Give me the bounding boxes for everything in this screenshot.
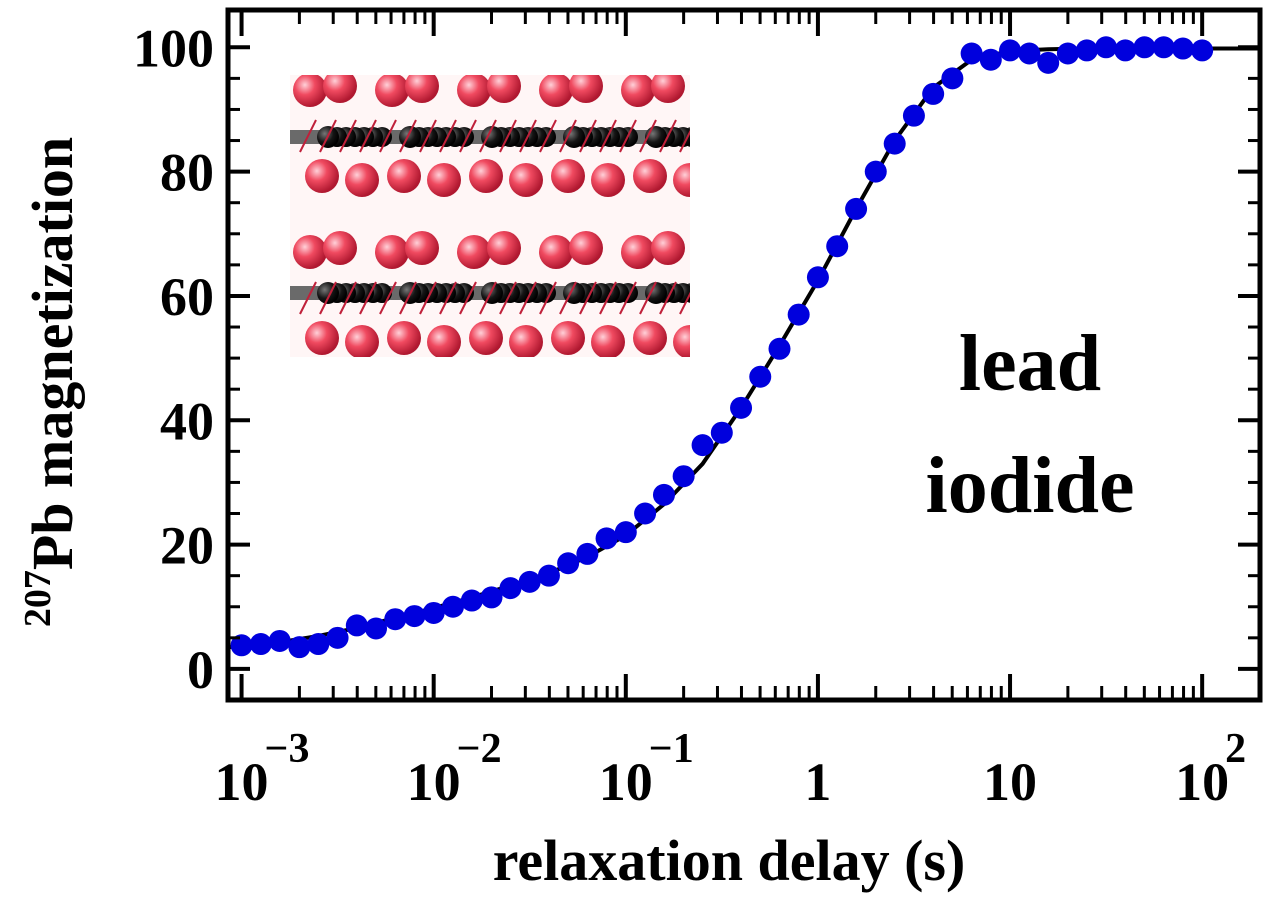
data-point (806, 266, 829, 289)
data-point (595, 527, 618, 550)
crystal-structure-inset (290, 75, 690, 357)
axis-ticks-layer (228, 10, 1262, 700)
data-point (710, 421, 733, 444)
data-point (557, 552, 580, 575)
data-point (422, 601, 445, 624)
x-tick-label: 10 (1175, 752, 1229, 812)
data-point (902, 104, 925, 127)
data-point (345, 614, 368, 637)
data-point (691, 434, 714, 457)
x-tick-label: 10 (599, 752, 653, 812)
data-point (787, 303, 810, 326)
data-point (1191, 39, 1214, 62)
data-point (979, 48, 1002, 71)
y-tick-label: 20 (160, 516, 214, 576)
x-tick-exponent: −3 (265, 726, 310, 772)
data-point (460, 589, 483, 612)
data-point (883, 132, 906, 155)
data-point (403, 605, 426, 628)
data-point (518, 570, 541, 593)
data-point (730, 396, 753, 419)
y-tick-label: 0 (187, 640, 214, 700)
y-axis-title-main: Pb magnetization (20, 137, 85, 570)
data-point (249, 633, 272, 656)
y-tick-label: 40 (160, 391, 214, 451)
data-point (941, 67, 964, 90)
data-point (1056, 42, 1079, 65)
data-point (480, 586, 503, 609)
data-point (845, 197, 868, 220)
x-tick-label: 1 (804, 752, 831, 812)
data-points-layer (230, 36, 1214, 659)
data-point (441, 595, 464, 618)
y-tick-label: 80 (160, 143, 214, 203)
data-point (576, 542, 599, 565)
x-tick-label: 10 (407, 752, 461, 812)
data-point (326, 626, 349, 649)
data-point (1037, 51, 1060, 74)
data-point (634, 502, 657, 525)
data-point (768, 337, 791, 360)
annotation-line-1: lead (959, 320, 1101, 408)
data-point (268, 629, 291, 652)
data-point (499, 577, 522, 600)
data-point (1152, 36, 1175, 59)
data-point (288, 636, 311, 659)
data-point (1133, 36, 1156, 59)
y-tick-label: 60 (160, 267, 214, 327)
data-point (230, 634, 253, 657)
plot-frame (225, 7, 1263, 703)
data-point (922, 82, 945, 105)
annotation-line-2: iodide (926, 442, 1135, 530)
x-axis-title: relaxation delay (s) (493, 828, 966, 893)
data-point (384, 608, 407, 631)
data-point (749, 365, 772, 388)
data-point (960, 42, 983, 65)
y-tick-label: 100 (133, 18, 214, 78)
data-point (365, 617, 388, 640)
data-point (1095, 36, 1118, 59)
x-tick-exponent: 2 (1225, 726, 1246, 772)
data-point (614, 521, 637, 544)
data-point (826, 235, 849, 258)
data-point (999, 39, 1022, 62)
data-point (1018, 42, 1041, 65)
y-axis-title: 207Pb magnetization (17, 137, 85, 627)
data-point (1114, 39, 1137, 62)
x-tick-exponent: −2 (457, 726, 502, 772)
data-point (1171, 37, 1194, 60)
x-tick-label: 10 (215, 752, 269, 812)
data-point (672, 465, 695, 488)
x-tick-label: 10 (983, 752, 1037, 812)
plot-border (225, 7, 1263, 703)
data-point (864, 160, 887, 183)
x-tick-exponent: −1 (649, 726, 694, 772)
data-point (537, 564, 560, 587)
data-point (307, 633, 330, 656)
y-axis-title-superscript: 207 (17, 570, 59, 627)
data-point (652, 483, 675, 506)
data-point (1075, 39, 1098, 62)
